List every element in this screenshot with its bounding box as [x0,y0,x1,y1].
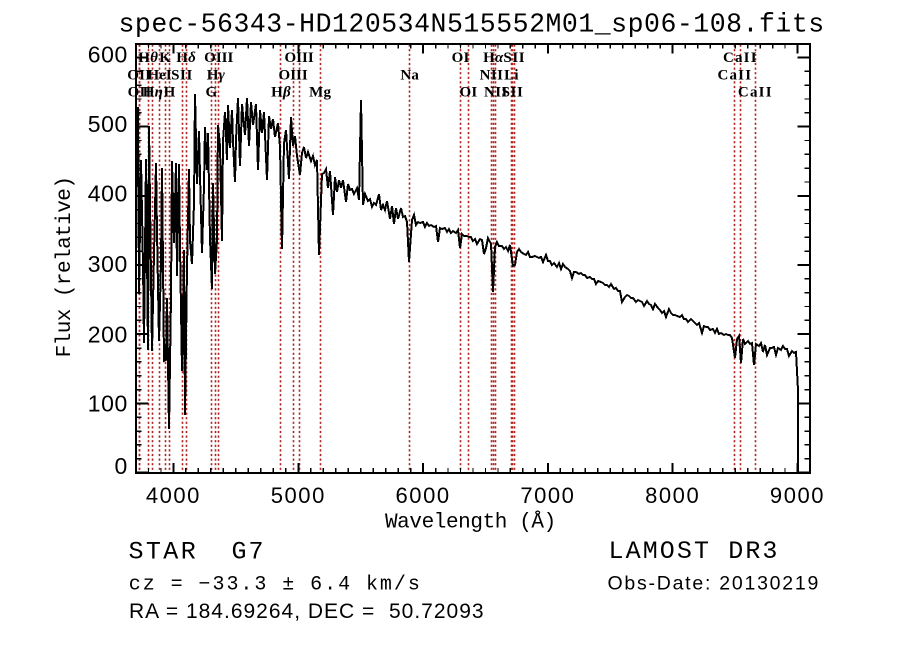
svg-text:Flux (relative): Flux (relative) [54,177,77,358]
svg-text:Mg: Mg [309,85,331,101]
svg-text:CaII: CaII [723,50,758,66]
svg-text:300: 300 [88,251,128,277]
svg-text:SII: SII [503,50,525,66]
svg-text:9000: 9000 [770,483,825,508]
svg-text:Hβ: Hβ [271,85,291,101]
svg-text:CaII: CaII [717,67,752,83]
svg-text:100: 100 [88,391,128,417]
svg-text:NII: NII [480,67,504,83]
svg-text:Wavelength (Å): Wavelength (Å) [385,512,556,535]
svg-text:H: H [164,85,176,101]
svg-text:OIII: OIII [285,50,314,66]
svg-text:G: G [206,85,218,101]
svg-text:cz = −33.3 ± 6.4 km/s: cz = −33.3 ± 6.4 km/s [129,574,422,597]
svg-text:Li: Li [504,67,519,83]
svg-text:HeI: HeI [148,67,172,83]
svg-text:RA = 184.69264, DEC = 50.7209: RA = 184.69264, DEC = 50.72093 [129,600,485,623]
svg-text:Hα: Hα [483,50,504,66]
svg-text:0: 0 [114,453,127,479]
svg-text:OI: OI [452,50,470,66]
svg-text:Na: Na [400,67,419,83]
svg-text:CaII: CaII [738,85,773,101]
svg-text:Hδ: Hδ [176,50,196,66]
svg-text:4000: 4000 [146,483,201,508]
svg-text:5000: 5000 [271,483,326,508]
svg-text:G7: G7 [232,538,266,567]
svg-text:500: 500 [88,111,128,137]
svg-text:6000: 6000 [396,483,451,508]
svg-text:STAR: STAR [129,538,199,567]
svg-text:OIII: OIII [204,50,233,66]
svg-text:Obs-Date: 20130219: Obs-Date: 20130219 [608,572,821,594]
svg-text:spec-56343-HD120534N515552M01_: spec-56343-HD120534N515552M01_sp06-108.f… [119,10,825,40]
svg-text:7000: 7000 [520,483,575,508]
svg-text:8000: 8000 [645,483,700,508]
svg-text:K: K [159,50,171,66]
svg-text:OIII: OIII [279,67,308,83]
svg-text:200: 200 [88,321,128,347]
svg-text:OII: OII [127,67,151,83]
svg-text:600: 600 [88,42,128,68]
svg-text:Hθ: Hθ [138,50,158,66]
svg-text:SII: SII [502,85,524,101]
svg-text:LAMOST DR3: LAMOST DR3 [609,537,780,566]
svg-text:NII: NII [484,85,508,101]
svg-text:SII: SII [171,67,193,83]
svg-text:400: 400 [88,180,128,206]
svg-text:OII: OII [128,85,152,101]
svg-text:Hγ: Hγ [207,67,226,83]
svg-text:Hη: Hη [143,85,163,101]
svg-text:OI: OI [460,85,478,101]
